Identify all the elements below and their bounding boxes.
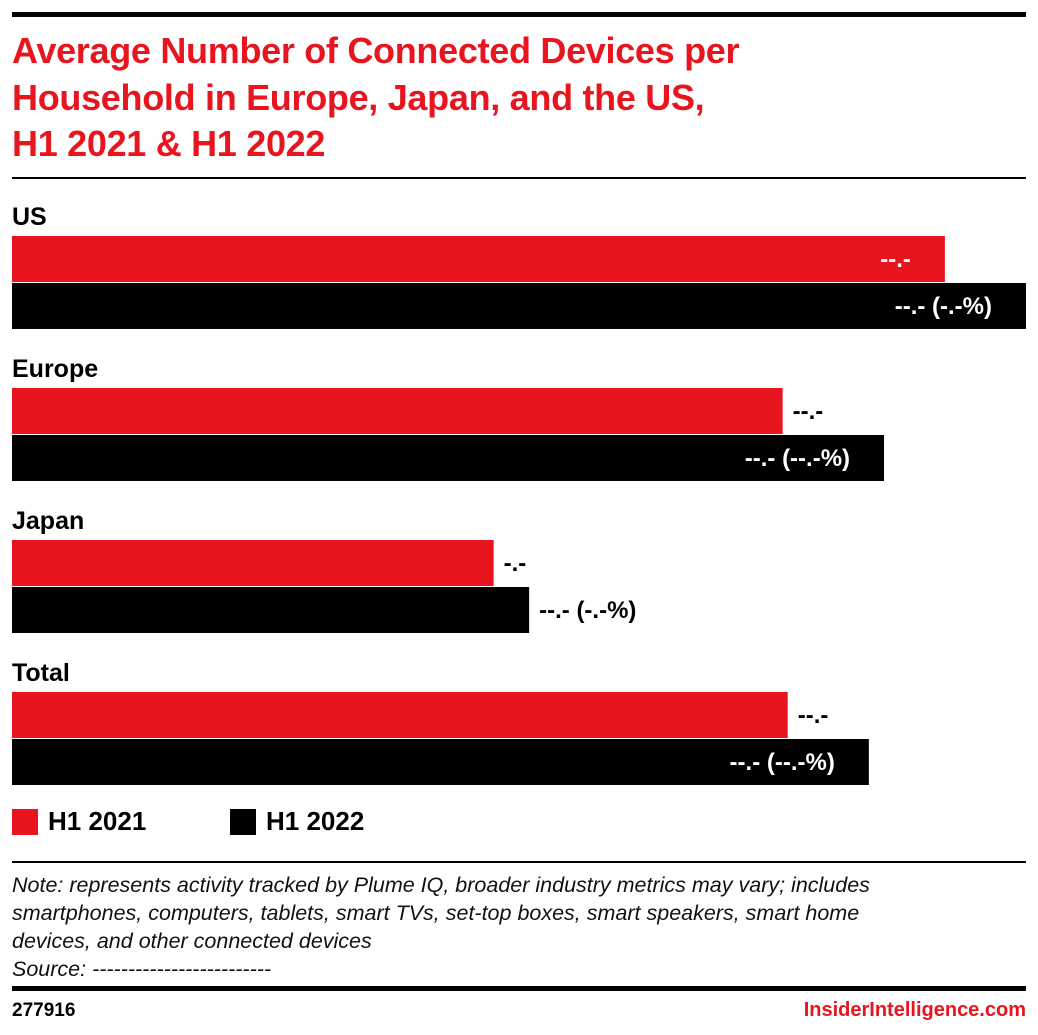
title-rule — [12, 177, 1026, 179]
data-label: --.- — [793, 398, 824, 425]
bar — [12, 540, 494, 586]
chart-note: Note: represents activity tracked by Plu… — [12, 871, 1022, 983]
bar — [12, 435, 885, 481]
chart-id: 277916 — [12, 1000, 76, 1021]
bar — [12, 283, 1026, 329]
legend-swatch — [230, 808, 256, 835]
brand-link[interactable]: InsiderIntelligence.com — [803, 999, 1026, 1021]
bar — [12, 587, 530, 633]
data-label: --.- (--.-%) — [745, 445, 850, 472]
bar — [12, 739, 869, 785]
legend-label: H1 2021 — [48, 806, 147, 836]
data-label: --.- (-.-%) — [539, 597, 636, 624]
legend-label: H1 2022 — [266, 806, 365, 836]
bar — [12, 236, 945, 282]
title-line: Household in Europe, Japan, and the US, — [12, 76, 705, 118]
source-line: Source: ------------------------- — [12, 957, 272, 981]
data-label: --.- (-.-%) — [895, 293, 992, 320]
legend-swatch — [12, 808, 38, 835]
note-rule — [12, 861, 1026, 863]
bar — [12, 388, 783, 434]
title-line: Average Number of Connected Devices per — [12, 30, 740, 71]
footer-rule — [12, 986, 1026, 991]
data-label: --.- — [798, 702, 829, 729]
note-line: smartphones, computers, tablets, smart T… — [12, 901, 860, 925]
data-label: --.- — [880, 246, 911, 273]
note-line: Note: represents activity tracked by Plu… — [12, 873, 870, 897]
note-line: devices, and other connected devices — [12, 929, 372, 953]
title-line: H1 2021 & H1 2022 — [12, 123, 326, 164]
legend-item-h1-2022: H1 2022 — [230, 806, 364, 837]
category-label: Japan — [12, 507, 84, 535]
top-rule — [12, 12, 1026, 17]
category-label: Total — [12, 659, 70, 687]
legend-item-h1-2021: H1 2021 — [12, 806, 146, 837]
category-label: Europe — [12, 355, 98, 383]
data-label: -.- — [504, 550, 527, 577]
chart-title: Average Number of Connected Devices per … — [12, 28, 1012, 168]
bar-chart: US --.- --.- (-.-%) Europe --.- --.- (--.-%) J… — [12, 203, 1026, 785]
data-label: --.- (--.-%) — [730, 749, 835, 776]
category-label: US — [12, 203, 47, 231]
bar — [12, 692, 788, 738]
